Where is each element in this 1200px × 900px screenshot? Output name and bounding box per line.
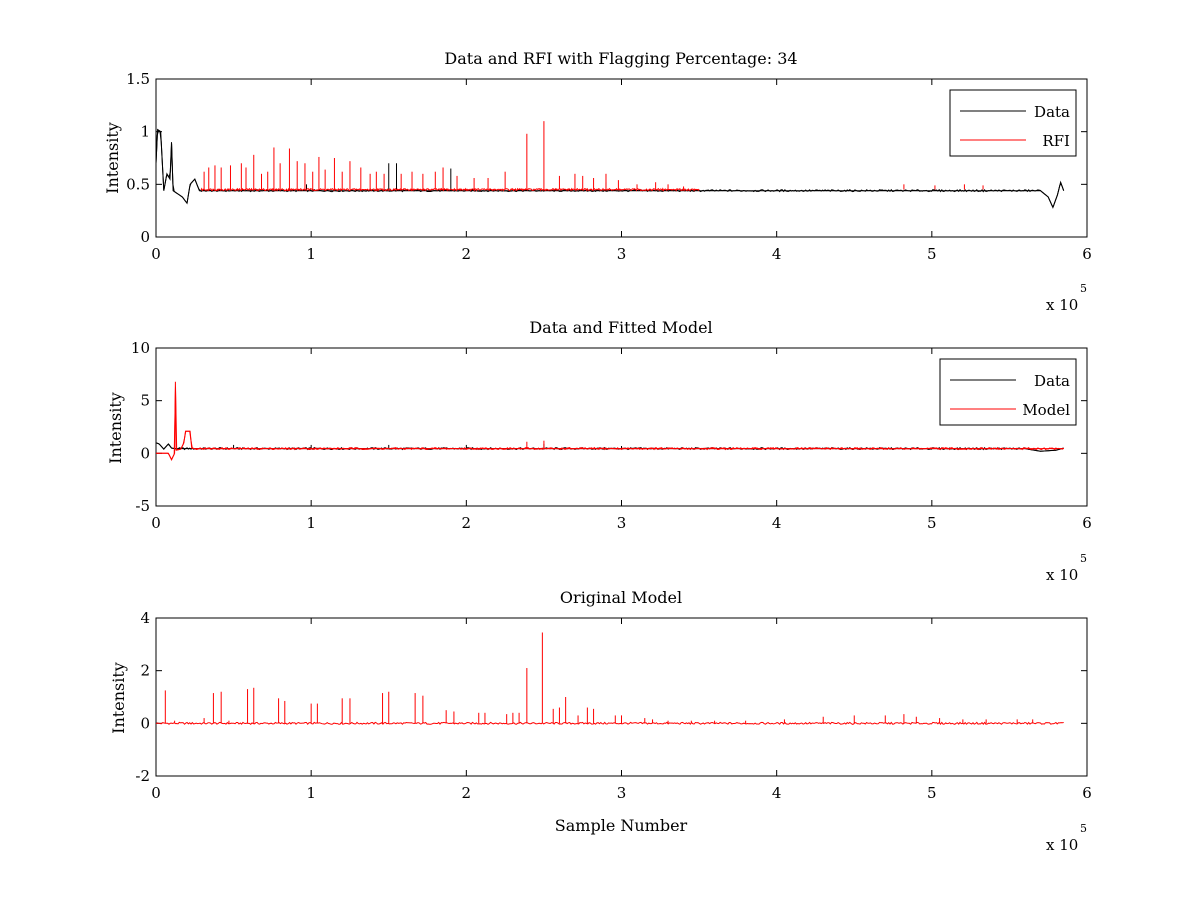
y-tick-label: -5	[135, 497, 150, 515]
legend-label: RFI	[1042, 132, 1070, 150]
x-axis-multiplier-exponent: 5	[1080, 552, 1087, 565]
x-axis-multiplier-exponent: 5	[1080, 822, 1087, 835]
y-tick-label: 2	[140, 662, 150, 680]
x-tick-label: 0	[151, 514, 161, 532]
plot-area	[155, 617, 1088, 777]
series-group	[156, 121, 1065, 209]
legend: Data Model	[939, 358, 1077, 426]
plot-area	[155, 78, 1088, 238]
x-axis-multiplier-exponent: 5	[1080, 282, 1087, 295]
x-tick-label: 3	[617, 245, 627, 263]
panel-data-and-fitted-model: Data and Fitted Model Intensity x 10 5 0…	[106, 318, 1092, 584]
x-tick-label: 4	[772, 245, 782, 263]
y-tick-label: 10	[131, 339, 150, 357]
series-group	[156, 632, 1064, 726]
x-tick-label: 4	[772, 784, 782, 802]
legend: Data RFI	[949, 89, 1077, 157]
series-feature-data	[156, 442, 1064, 452]
x-axis-multiplier: x 10	[1046, 296, 1078, 314]
legend-label: Data	[1034, 103, 1070, 121]
x-axis-multiplier: x 10	[1046, 566, 1078, 584]
x-tick-label: 6	[1082, 514, 1092, 532]
panel-original-model: Original Model Intensity Sample Number x…	[109, 588, 1092, 854]
y-tick-label: 0.5	[126, 175, 150, 193]
x-tick-label: 1	[306, 245, 316, 263]
legend-box	[939, 358, 1077, 426]
series-feature-data	[156, 128, 1065, 209]
y-tick-label: 0	[140, 444, 150, 462]
y-axis-label: Intensity	[109, 662, 128, 734]
x-tick-label: 2	[462, 784, 472, 802]
y-tick-label: -2	[135, 767, 150, 785]
x-tick-label: 2	[462, 245, 472, 263]
x-tick-label: 0	[151, 784, 161, 802]
chart-title: Original Model	[560, 588, 682, 607]
x-tick-label: 5	[927, 514, 937, 532]
panel-data-and-rfi: Data and RFI with Flagging Percentage: 3…	[103, 49, 1092, 314]
series-line-model	[156, 721, 1064, 726]
chart-title: Data and Fitted Model	[529, 318, 712, 337]
x-tick-label: 1	[306, 514, 316, 532]
chart-title: Data and RFI with Flagging Percentage: 3…	[444, 49, 797, 68]
series-group	[156, 381, 1065, 461]
x-tick-label: 6	[1082, 245, 1092, 263]
x-tick-label: 2	[462, 514, 472, 532]
y-tick-label: 0	[140, 714, 150, 732]
y-tick-label: 4	[140, 609, 150, 627]
x-tick-label: 5	[927, 784, 937, 802]
y-tick-label: 0	[140, 228, 150, 246]
x-axis-multiplier: x 10	[1046, 836, 1078, 854]
x-tick-label: 0	[151, 245, 161, 263]
legend-label: Model	[1022, 401, 1070, 419]
series-line-rfi	[200, 187, 700, 192]
x-tick-label: 4	[772, 514, 782, 532]
y-tick-label: 1	[140, 123, 150, 141]
x-tick-label: 1	[306, 784, 316, 802]
y-tick-label: 1.5	[126, 70, 150, 88]
x-tick-label: 3	[617, 784, 627, 802]
x-axis-label: Sample Number	[555, 816, 688, 835]
series-feature-model	[156, 381, 1064, 461]
y-tick-label: 5	[140, 392, 150, 410]
y-axis-label: Intensity	[106, 392, 125, 464]
legend-label: Data	[1034, 372, 1070, 390]
plot-area	[155, 347, 1088, 507]
y-axis-label: Intensity	[103, 122, 122, 194]
legend-box	[949, 89, 1077, 157]
x-tick-label: 6	[1082, 784, 1092, 802]
x-tick-label: 5	[927, 245, 937, 263]
x-tick-label: 3	[617, 514, 627, 532]
